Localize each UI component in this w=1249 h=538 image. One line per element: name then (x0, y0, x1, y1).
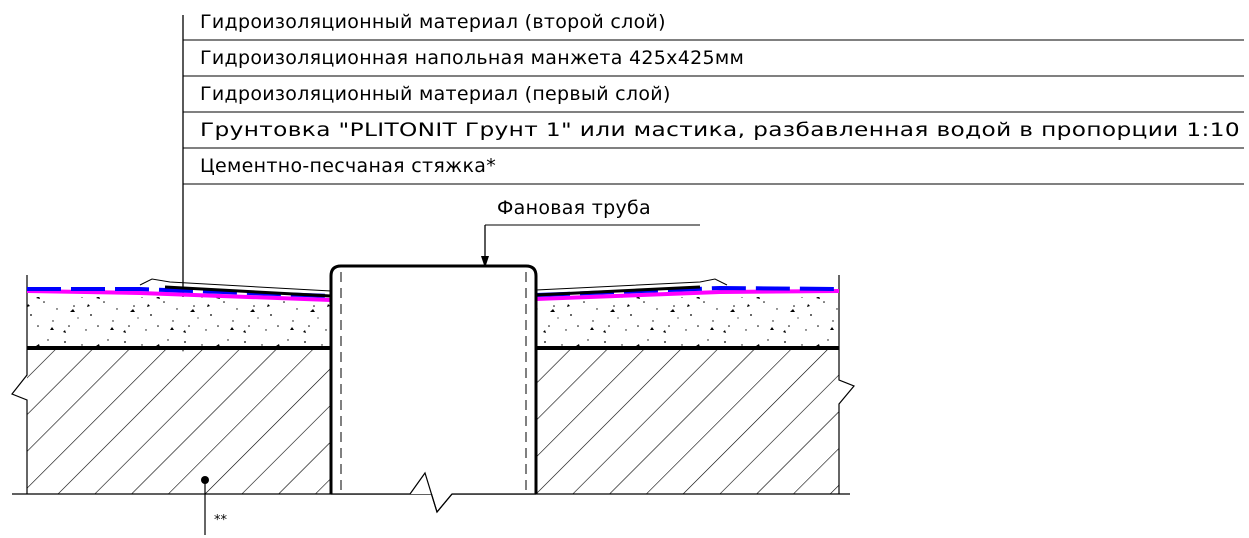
pipe-bottom-break (331, 471, 536, 514)
screed-right (536, 297, 839, 348)
slab-note-marker: ** (201, 476, 228, 535)
right-break-line (838, 348, 855, 494)
label-primer: Грунтовка "PLITONIT Грунт 1" или мастика… (200, 119, 1240, 141)
label-waterproofing-second-layer: Гидроизоляционный материал (второй слой) (200, 11, 666, 33)
pipe-label-group: Фановая труба (481, 197, 700, 268)
pipe-outline (329, 264, 538, 494)
first-layer-left (26, 289, 332, 302)
cuff-flange-left (164, 285, 332, 298)
label-screed: Цементно-песчаная стяжка* (200, 155, 496, 177)
label-floor-cuff: Гидроизоляционная напольная манжета 425x… (200, 47, 744, 69)
waterproofing-layers (26, 278, 840, 302)
cuff-outline-right (535, 278, 728, 291)
vent-pipe (329, 264, 538, 514)
slab-left-hatch (27, 348, 331, 494)
slab-note-label: ** (214, 513, 228, 528)
screed-left (27, 297, 331, 348)
label-waterproofing-first-layer: Гидроизоляционный материал (первый слой) (200, 83, 671, 105)
cuff-outline-left (139, 278, 332, 292)
cement-sand-screed (26, 275, 840, 350)
cuff-flange-right (535, 285, 701, 297)
left-break-line (11, 348, 28, 494)
first-layer-right (535, 289, 840, 301)
slab-right-hatch (536, 348, 839, 494)
leader-label-block: Гидроизоляционный материал (второй слой)… (179, 11, 1244, 352)
pipe-label: Фановая труба (497, 197, 651, 219)
pipe-leader-arrowhead (481, 256, 489, 268)
concrete-slab (11, 348, 855, 514)
